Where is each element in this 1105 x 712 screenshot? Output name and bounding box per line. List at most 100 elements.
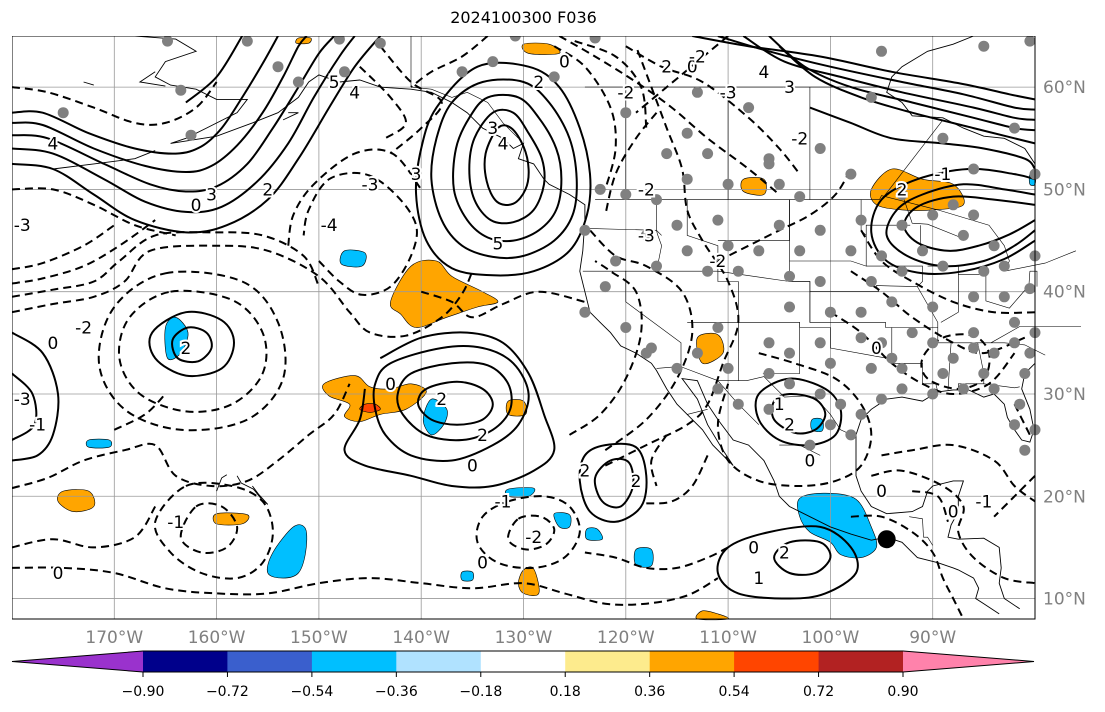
- contour-label: 0: [191, 196, 202, 216]
- colorbar-tick-label: −0.36: [375, 684, 418, 700]
- shaded-region: [633, 547, 654, 568]
- station-marker: [886, 352, 898, 364]
- station-marker: [896, 265, 908, 277]
- dashed-contour: [911, 490, 949, 523]
- shaded-region: [585, 527, 603, 541]
- dashed-contour: [871, 469, 1036, 585]
- colorbar-segment: [734, 651, 819, 672]
- contour-label: 4: [349, 83, 360, 103]
- border-line: [687, 409, 708, 415]
- border-line: [582, 228, 662, 236]
- border-line: [410, 86, 519, 139]
- contour-label: 0: [47, 334, 58, 354]
- contour-label: 3: [487, 119, 498, 139]
- dashed-contour: [410, 36, 489, 88]
- solid-contour: [12, 36, 382, 234]
- solid-contour: [343, 331, 556, 489]
- station-marker: [620, 189, 632, 200]
- latitude-label: 40°N: [1043, 283, 1086, 303]
- station-marker: [896, 383, 908, 395]
- longitude-label: 140°W: [392, 628, 450, 646]
- station-marker: [1014, 398, 1026, 410]
- station-marker: [814, 337, 826, 349]
- shaded-region: [422, 398, 448, 436]
- station-marker: [162, 36, 173, 47]
- colorbar-extend-low: [12, 651, 143, 672]
- latitude-label: 60°N: [1043, 78, 1086, 98]
- station-marker: [1024, 36, 1036, 47]
- dashed-contour: [475, 495, 581, 570]
- shaded-region: [518, 566, 540, 596]
- station-marker: [968, 163, 980, 175]
- shaded-region: [57, 489, 96, 513]
- shaded-region: [810, 417, 824, 433]
- contour-label: 2: [533, 73, 544, 93]
- station-marker: [671, 362, 683, 374]
- station-marker: [937, 260, 949, 272]
- contour-label: 3: [206, 186, 217, 206]
- contour-label: 0: [748, 538, 759, 558]
- solid-contour: [903, 195, 1036, 252]
- station-marker: [845, 168, 857, 180]
- contour-label: 0: [871, 339, 882, 359]
- contour-label: -4: [321, 216, 338, 236]
- contour-label: 2: [262, 180, 273, 200]
- colorbar-tick-label: 0.90: [887, 684, 918, 700]
- shaded-region: [212, 512, 250, 526]
- colorbar-extend-high: [903, 651, 1034, 672]
- dashed-contour: [881, 443, 1036, 503]
- solid-contour: [12, 372, 38, 441]
- solid-contour: [171, 326, 213, 364]
- contour-label: 0: [477, 554, 488, 574]
- solid-contour: [778, 45, 1036, 145]
- shaded-region: [164, 316, 189, 361]
- station-marker: [722, 362, 734, 374]
- contour-label: -3: [362, 175, 379, 195]
- coastline: [138, 71, 166, 87]
- longitude-label: 90°W: [909, 628, 956, 646]
- contour-label: -2: [525, 528, 542, 548]
- contour-label: 4: [47, 134, 58, 154]
- station-marker: [702, 148, 714, 160]
- dashed-contour: [584, 546, 729, 571]
- shaded-region: [553, 512, 572, 529]
- dashed-contour: [287, 148, 422, 246]
- coastline: [236, 475, 269, 505]
- station-marker: [722, 240, 734, 252]
- storm-center-marker: [877, 530, 896, 549]
- station-marker: [548, 71, 560, 83]
- coastlines: [52, 36, 1036, 615]
- station-marker: [610, 255, 622, 267]
- contour-label: -1: [975, 492, 992, 512]
- station-marker: [333, 36, 345, 45]
- coastline: [216, 474, 228, 492]
- solid-contour: [12, 36, 279, 155]
- solid-contour: [768, 36, 1036, 132]
- station-marker: [743, 102, 755, 114]
- contour-label: -1: [495, 492, 512, 512]
- dashed-contour: [717, 168, 852, 262]
- solid-contour: [742, 36, 1036, 121]
- border-line: [656, 199, 662, 272]
- station-marker: [876, 45, 887, 57]
- station-marker: [702, 265, 714, 277]
- colorbar-segment: [565, 651, 651, 672]
- station-marker: [947, 199, 959, 211]
- station-marker: [671, 219, 683, 231]
- solid-contour: [12, 36, 335, 193]
- contour-label: 0: [385, 375, 396, 395]
- colorbar-segments: [11, 650, 1035, 673]
- solid-contour: [770, 392, 827, 435]
- station-marker: [927, 388, 939, 400]
- dashed-contour: [113, 393, 167, 431]
- station-marker: [865, 362, 877, 374]
- station-marker: [978, 40, 990, 52]
- station-marker: [865, 91, 877, 103]
- border-line: [762, 322, 800, 374]
- dashed-contour: [604, 45, 740, 467]
- station-marker: [876, 250, 887, 262]
- colorbar-tick-label: −0.54: [290, 684, 333, 700]
- station-marker: [175, 84, 187, 96]
- station-marker: [1024, 283, 1036, 295]
